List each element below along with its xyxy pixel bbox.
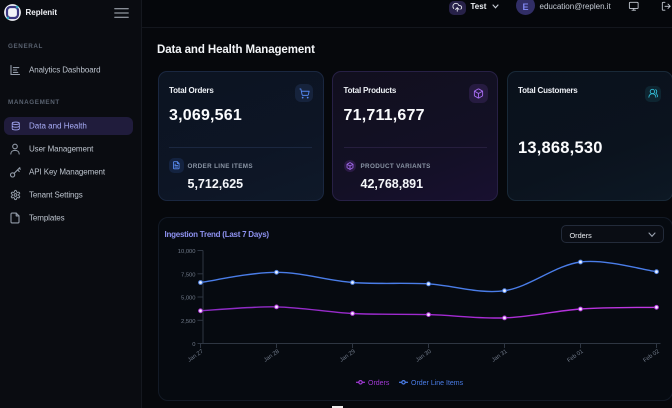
svg-text:Jan 30: Jan 30 — [415, 349, 433, 364]
svg-text:Feb 01: Feb 01 — [566, 349, 584, 364]
svg-text:Jan 27: Jan 27 — [187, 349, 205, 364]
svg-text:5,000: 5,000 — [181, 296, 196, 302]
svg-text:Order Line Items: Order Line Items — [411, 380, 464, 387]
svg-text:10,000: 10,000 — [178, 249, 196, 255]
svg-text:Feb 02: Feb 02 — [642, 349, 660, 364]
svg-text:Jan 28: Jan 28 — [263, 349, 281, 364]
svg-text:Jan 29: Jan 29 — [339, 349, 357, 364]
svg-text:0: 0 — [192, 342, 195, 348]
svg-text:7,500: 7,500 — [181, 272, 196, 278]
svg-text:2,500: 2,500 — [181, 319, 196, 325]
svg-text:Orders: Orders — [368, 380, 390, 387]
svg-text:Jan 31: Jan 31 — [491, 349, 509, 364]
